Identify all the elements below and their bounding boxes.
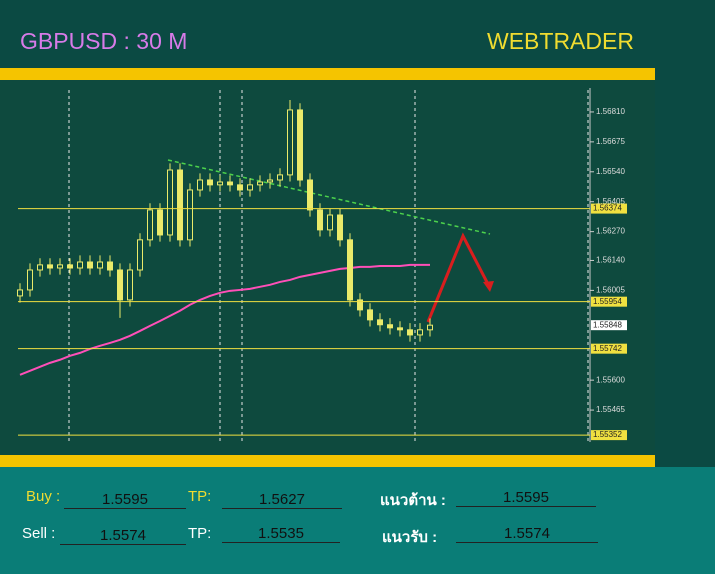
y-tick-label: 1.55465 [596,405,625,414]
candle-body [167,169,173,236]
candle-body [417,329,423,336]
y-tick-label: 1.56540 [596,167,625,176]
candle-body [237,184,243,191]
candle-body [317,209,323,231]
y-tick-label: 1.56005 [596,285,625,294]
buy-tp-value: 1.5627 [222,491,342,509]
tp-label: TP: [188,488,212,505]
brand: WEBTRADER [487,28,634,54]
candle-body [107,261,113,271]
candle-body [207,179,213,186]
moving-average [19,263,430,376]
divider [0,455,655,467]
price-label: 1.55848 [593,320,622,329]
candle-body [427,324,433,331]
candle-body [117,269,123,301]
candle-body [277,174,283,181]
candle-body [397,327,403,331]
resistance-value: 1.5595 [456,489,596,507]
candle-body [347,239,353,301]
candle-body [367,309,373,321]
candle-body [67,264,73,269]
candle-body [47,264,53,269]
level-tag [591,203,627,214]
candle-body [147,209,153,241]
candle-body [257,181,263,186]
candle-body [157,209,163,236]
chart: 1.56810 1.56675 1.56540 1.56405 1.56270 1.561… [0,80,655,455]
candle-body [137,239,143,271]
y-tick-label: 1.56810 [596,107,625,116]
candle-body [307,179,313,211]
candle-body [57,264,63,269]
candle-body [227,181,233,186]
sell-value: 1.5574 [60,527,186,545]
candle-body [87,261,93,269]
candle-body [327,214,333,231]
level-label: 1.55954 [593,297,622,306]
sell-label: Sell : [22,525,56,542]
candle-body [407,329,413,336]
candle-body [337,214,343,241]
trend-line [167,159,491,235]
candle-body [127,269,133,301]
level-tag [591,430,627,441]
buy-value: 1.5595 [64,491,186,509]
y-tick-label: 1.56405 [596,197,625,206]
y-tick-label: 1.55600 [596,375,625,384]
candle-body [17,289,23,297]
y-tick-label: 1.56675 [596,137,625,146]
price-tag [591,320,627,331]
candle-body [377,319,383,326]
candle-body [187,189,193,241]
candle-body [247,184,253,191]
trade-panel: Buy : 1.5595 TP: 1.5627 แนวต้าน : 1.5595… [0,467,715,574]
level-label: 1.55352 [593,430,622,439]
y-tick-label: 1.56140 [596,256,625,265]
candle-body [357,299,363,311]
candle-body [217,181,223,186]
y-tick-label: 1.56270 [596,227,625,236]
arrow-head [483,281,494,292]
candle-body [77,261,83,269]
candle-body [197,179,203,191]
buy-label: Buy : [26,488,61,505]
tp-label: TP: [188,525,212,542]
symbol-title: GBPUSD : 30 M [20,28,188,54]
candle-body [27,269,33,291]
candle-body [287,109,293,176]
candle-body [267,179,273,183]
candle-body [297,109,303,181]
sell-tp-value: 1.5535 [222,525,340,543]
support-label: แนวรับ : [382,529,438,546]
candle-body [37,264,43,271]
candle-body [387,324,393,329]
level-tag [591,343,627,354]
support-value: 1.5574 [456,525,598,543]
candle-body [177,169,183,241]
divider [0,68,655,80]
candle-body [97,261,103,269]
level-label: 1.55742 [593,344,622,353]
level-tag [591,296,627,307]
resistance-label: แนวต้าน : [380,492,446,509]
forecast-arrow [426,232,492,323]
level-label: 1.56374 [593,204,622,213]
series-layer: 1.56810 1.56675 1.56540 1.56405 1.56270 1.561… [17,99,627,441]
